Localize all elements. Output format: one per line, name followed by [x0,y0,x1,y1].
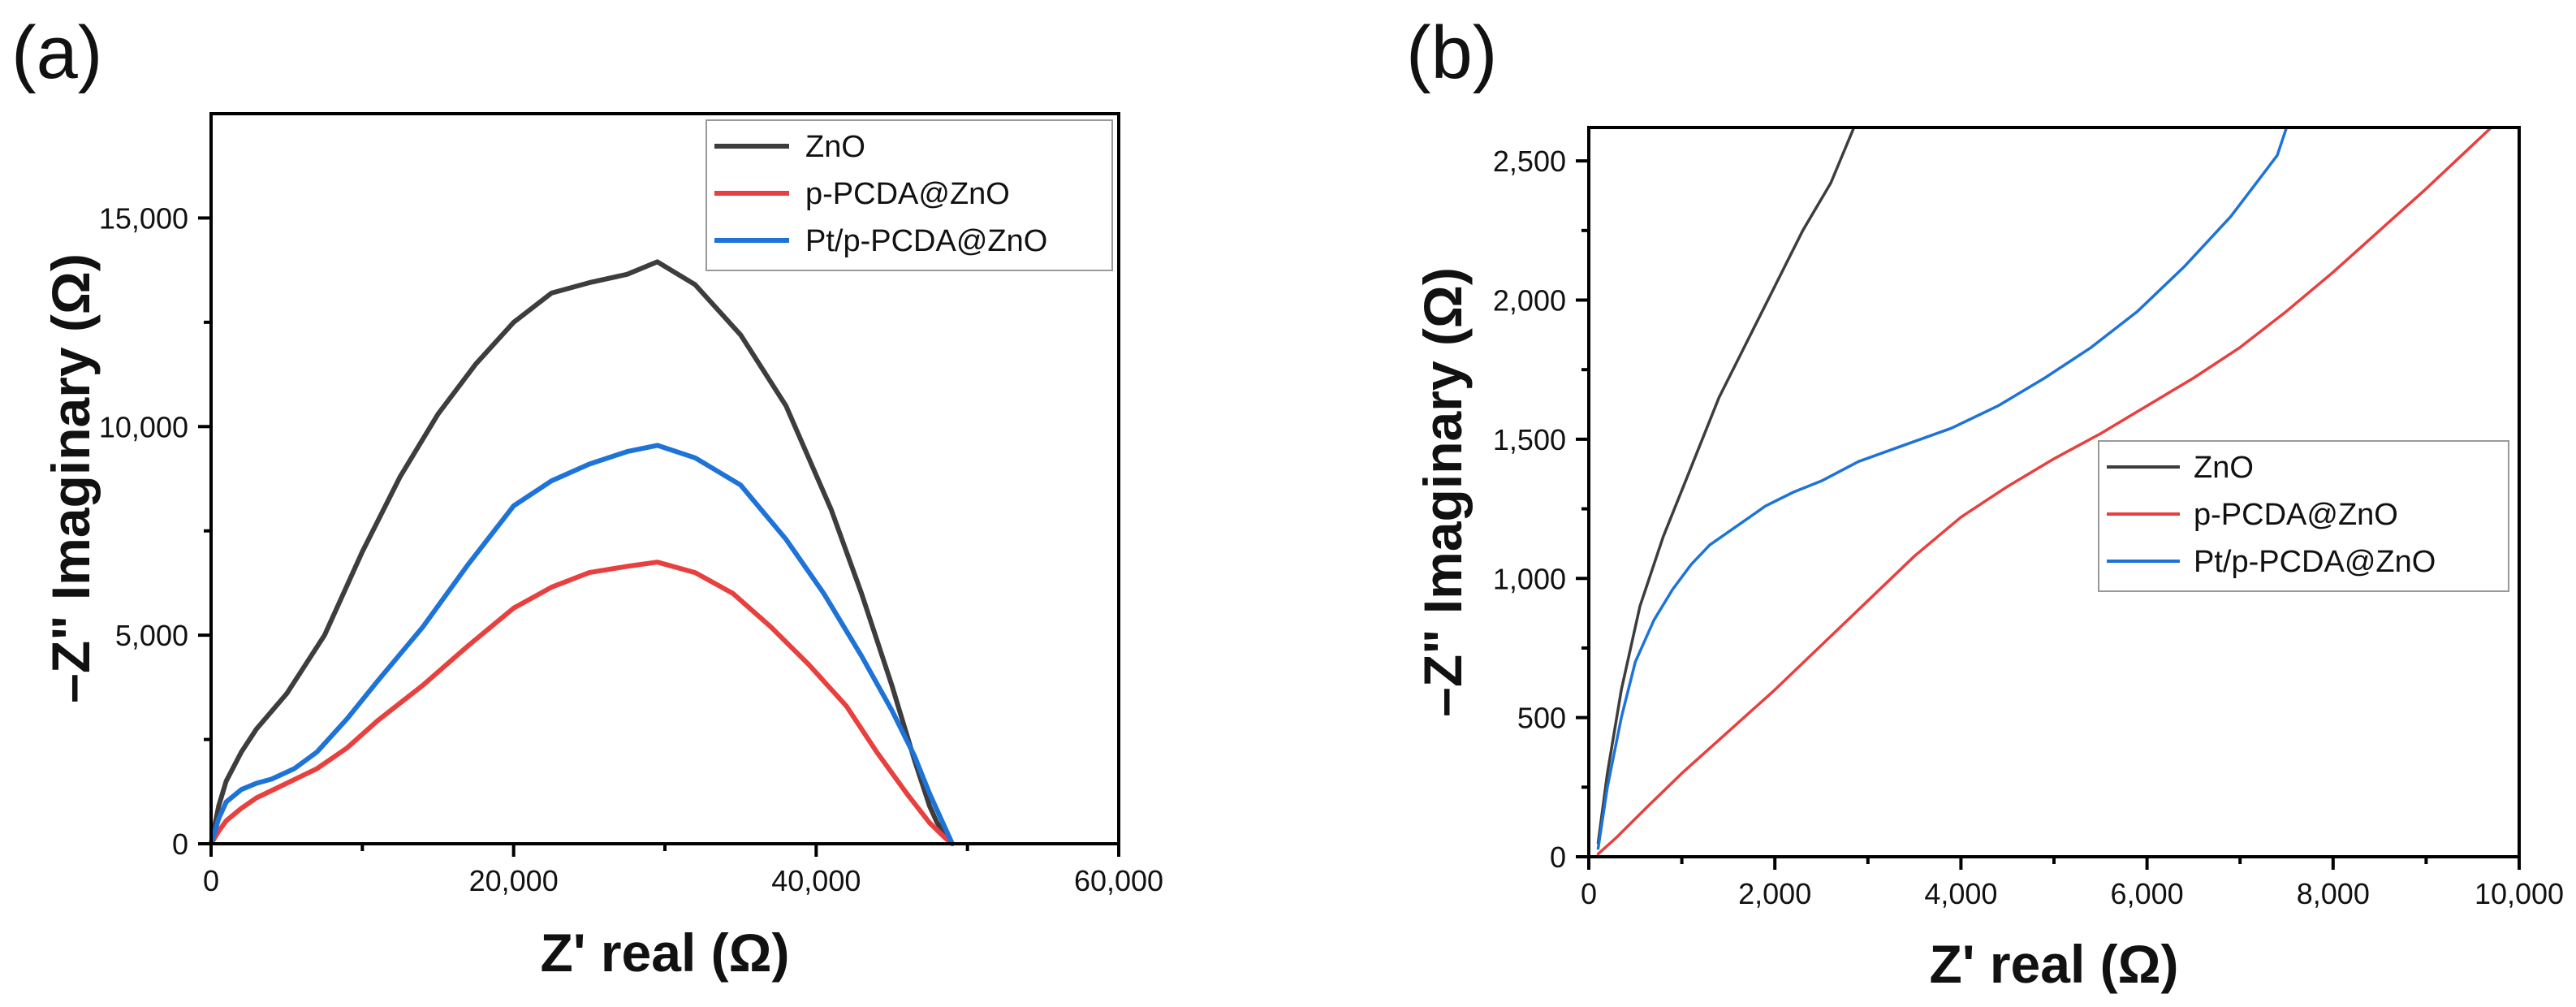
panel-a-legend-label-zno: ZnO [805,130,865,164]
panel-b-x-tick-label: 2,000 [1738,877,1811,910]
panel-b-y-tick-label: 2,000 [1493,284,1566,318]
panel-a-legend: ZnO p-PCDA@ZnO Pt/p-PCDA@ZnO [705,119,1113,271]
panel-b-series-line-p-pcda-zno [1596,126,2493,856]
panel-b-x-ticks: 0 2,000 4,000 6,000 8,000 10,000 [1581,857,2564,910]
panel-b-label: (b) [1406,11,1497,94]
panel-a-x-tick-label: 40,000 [771,864,861,897]
panel-b: (b) 0 2,000 4,000 6,000 8,000 10,000 0 500 1,00… [1406,11,2564,994]
panel-b-x-tick-label: 10,000 [2475,877,2564,910]
panel-a-series-line-p-pcda-zno [209,560,955,846]
panel-a-legend-label-p-pcda-zno: p-PCDA@ZnO [805,177,1010,211]
panel-b-legend-label-p-pcda-zno: p-PCDA@ZnO [2194,498,2398,532]
panel-a-legend-label-pt-p-pcda-zno: Pt/p-PCDA@ZnO [805,224,1047,258]
panel-b-y-axis-title: –Z" Imaginary (Ω) [1413,267,1473,717]
panel-b-y-tick-label: 1,000 [1493,562,1566,595]
panel-b-y-tick-label: 1,500 [1493,423,1566,456]
panel-b-y-tick-label: 2,500 [1493,145,1566,178]
panel-b-legend: ZnO p-PCDA@ZnO Pt/p-PCDA@ZnO [2098,440,2509,592]
panel-a-series-line-zno [209,259,955,846]
panel-b-series-line-pt-p-pcda-zno [1596,126,2289,850]
panel-a-label: (a) [11,11,102,94]
panel-b-x-tick-label: 4,000 [1924,877,1997,910]
panel-b-y-tick-label: 0 [1550,841,1566,874]
panel-b-x-axis-title: Z' real (Ω) [1930,934,2179,994]
panel-a-x-tick-label: 0 [203,864,219,897]
panel-a-series [209,259,955,846]
panel-a-y-tick-label: 15,000 [99,201,188,235]
panel-a-y-tick-label: 5,000 [115,619,188,652]
panel-b-y-tick-label: 500 [1517,702,1566,735]
panel-b-series [1596,126,2493,856]
panel-b-y-ticks: 0 500 1,000 1,500 2,000 2,500 [1493,145,1589,874]
panel-a-y-axis-title: –Z" Imaginary (Ω) [41,253,101,703]
panel-a: (a) 0 20,000 40,000 60,000 0 5,000 10,000 15,0… [11,11,1163,983]
panel-a-y-tick-label: 10,000 [99,410,188,443]
panel-a-series-line-pt-p-pcda-zno [209,443,955,846]
panel-a-x-tick-label: 20,000 [469,864,559,897]
panel-b-legend-label-pt-p-pcda-zno: Pt/p-PCDA@ZnO [2194,545,2436,579]
panel-b-legend-label-zno: ZnO [2194,451,2254,485]
panel-b-x-tick-label: 8,000 [2297,877,2370,910]
panel-a-x-tick-label: 60,000 [1074,864,1163,897]
panel-b-x-tick-label: 0 [1581,877,1597,910]
panel-a-x-ticks: 0 20,000 40,000 60,000 [203,844,1163,897]
panel-a-x-axis-title: Z' real (Ω) [541,923,790,983]
panel-a-y-ticks: 0 5,000 10,000 15,000 [99,201,211,861]
panel-b-x-tick-label: 6,000 [2111,877,2184,910]
panel-b-series-line-zno [1596,126,1856,845]
panel-a-y-tick-label: 0 [172,828,188,861]
